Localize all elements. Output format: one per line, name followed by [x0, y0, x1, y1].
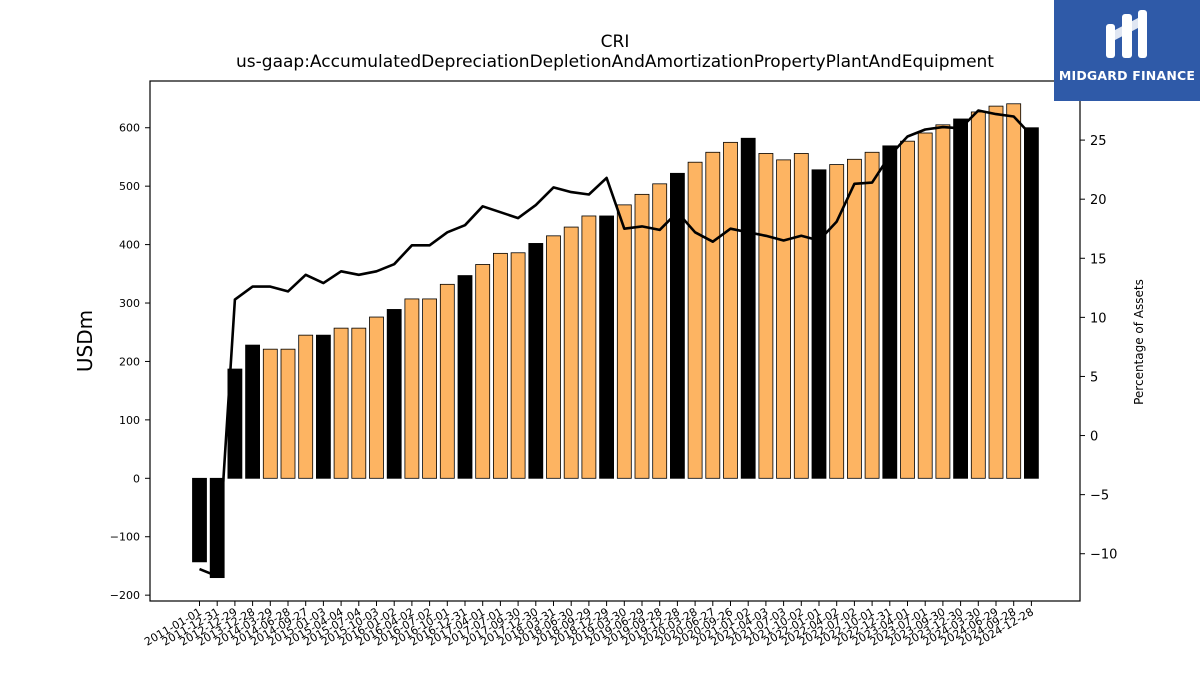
y2-tick-label: −5: [1090, 489, 1109, 504]
y-tick-label: 0: [133, 472, 140, 485]
bar: [563, 226, 579, 479]
bar: [422, 298, 438, 479]
bar: [882, 145, 898, 479]
bar: [670, 172, 685, 479]
bar: [634, 193, 650, 479]
bar: [492, 252, 508, 479]
bar: [900, 140, 915, 479]
bar: [953, 118, 968, 479]
chart-subtitle: us-gaap:AccumulatedDepreciationDepletion…: [236, 52, 994, 72]
chart-title: CRI: [600, 32, 630, 52]
bar: [935, 124, 951, 479]
bar: [386, 309, 402, 479]
bar: [687, 161, 703, 479]
bar: [616, 204, 632, 479]
bar: [298, 334, 314, 479]
bar: [723, 141, 738, 479]
bar: [917, 132, 933, 479]
bar: [652, 183, 668, 479]
bar: [758, 153, 774, 479]
bar: [457, 275, 473, 479]
y-tick-label: 600: [119, 122, 140, 135]
bar: [599, 215, 614, 479]
bar: [280, 348, 296, 479]
bar: [829, 164, 845, 479]
bar: [333, 327, 349, 479]
bar: [970, 111, 986, 479]
bar: [705, 151, 721, 479]
y-axis-label: USDm: [73, 310, 97, 372]
y2-tick-label: 25: [1090, 134, 1107, 149]
y2-tick-label: 5: [1090, 370, 1098, 385]
bar: [847, 158, 862, 479]
bar: [404, 298, 420, 479]
bar: [811, 169, 827, 479]
bar: [439, 283, 455, 479]
y2-axis-label: Percentage of Assets: [1132, 279, 1146, 405]
y-tick-label: −200: [110, 589, 140, 602]
bar: [369, 316, 384, 479]
y2-tick-label: −10: [1090, 548, 1117, 563]
bar: [351, 327, 367, 479]
bar: [1006, 103, 1022, 479]
y-tick-label: 500: [119, 180, 140, 193]
bar: [776, 159, 791, 479]
bar: [864, 151, 880, 479]
logo-text: MIDGARD FINANCE: [1058, 68, 1196, 83]
y-tick-label: 400: [119, 239, 140, 252]
y2-tick-label: 20: [1090, 193, 1107, 208]
bar: [315, 334, 331, 479]
y2-tick-label: 15: [1090, 252, 1107, 267]
bar: [546, 235, 561, 479]
bar: [475, 264, 491, 479]
percentage-line: [199, 109, 1033, 578]
y-tick-label: 300: [119, 297, 140, 310]
y-tick-label: 100: [119, 414, 140, 427]
bar: [740, 137, 756, 479]
bar: [192, 477, 207, 563]
midgard-logo-icon: [1106, 10, 1147, 58]
bar: [581, 215, 597, 479]
plot-frame: [149, 80, 1081, 602]
y2-tick-label: 0: [1090, 430, 1098, 445]
bar: [510, 252, 526, 479]
bar: [245, 344, 261, 479]
bar: [528, 243, 544, 479]
bar: [262, 348, 278, 479]
y2-tick-label: 10: [1090, 311, 1107, 326]
y-tick-label: −100: [110, 531, 140, 544]
y-tick-label: 200: [119, 355, 140, 368]
bar: [1024, 127, 1039, 479]
bar: [793, 153, 809, 479]
bar: [988, 105, 1004, 479]
logo: MIDGARD FINANCE: [1054, 0, 1200, 101]
